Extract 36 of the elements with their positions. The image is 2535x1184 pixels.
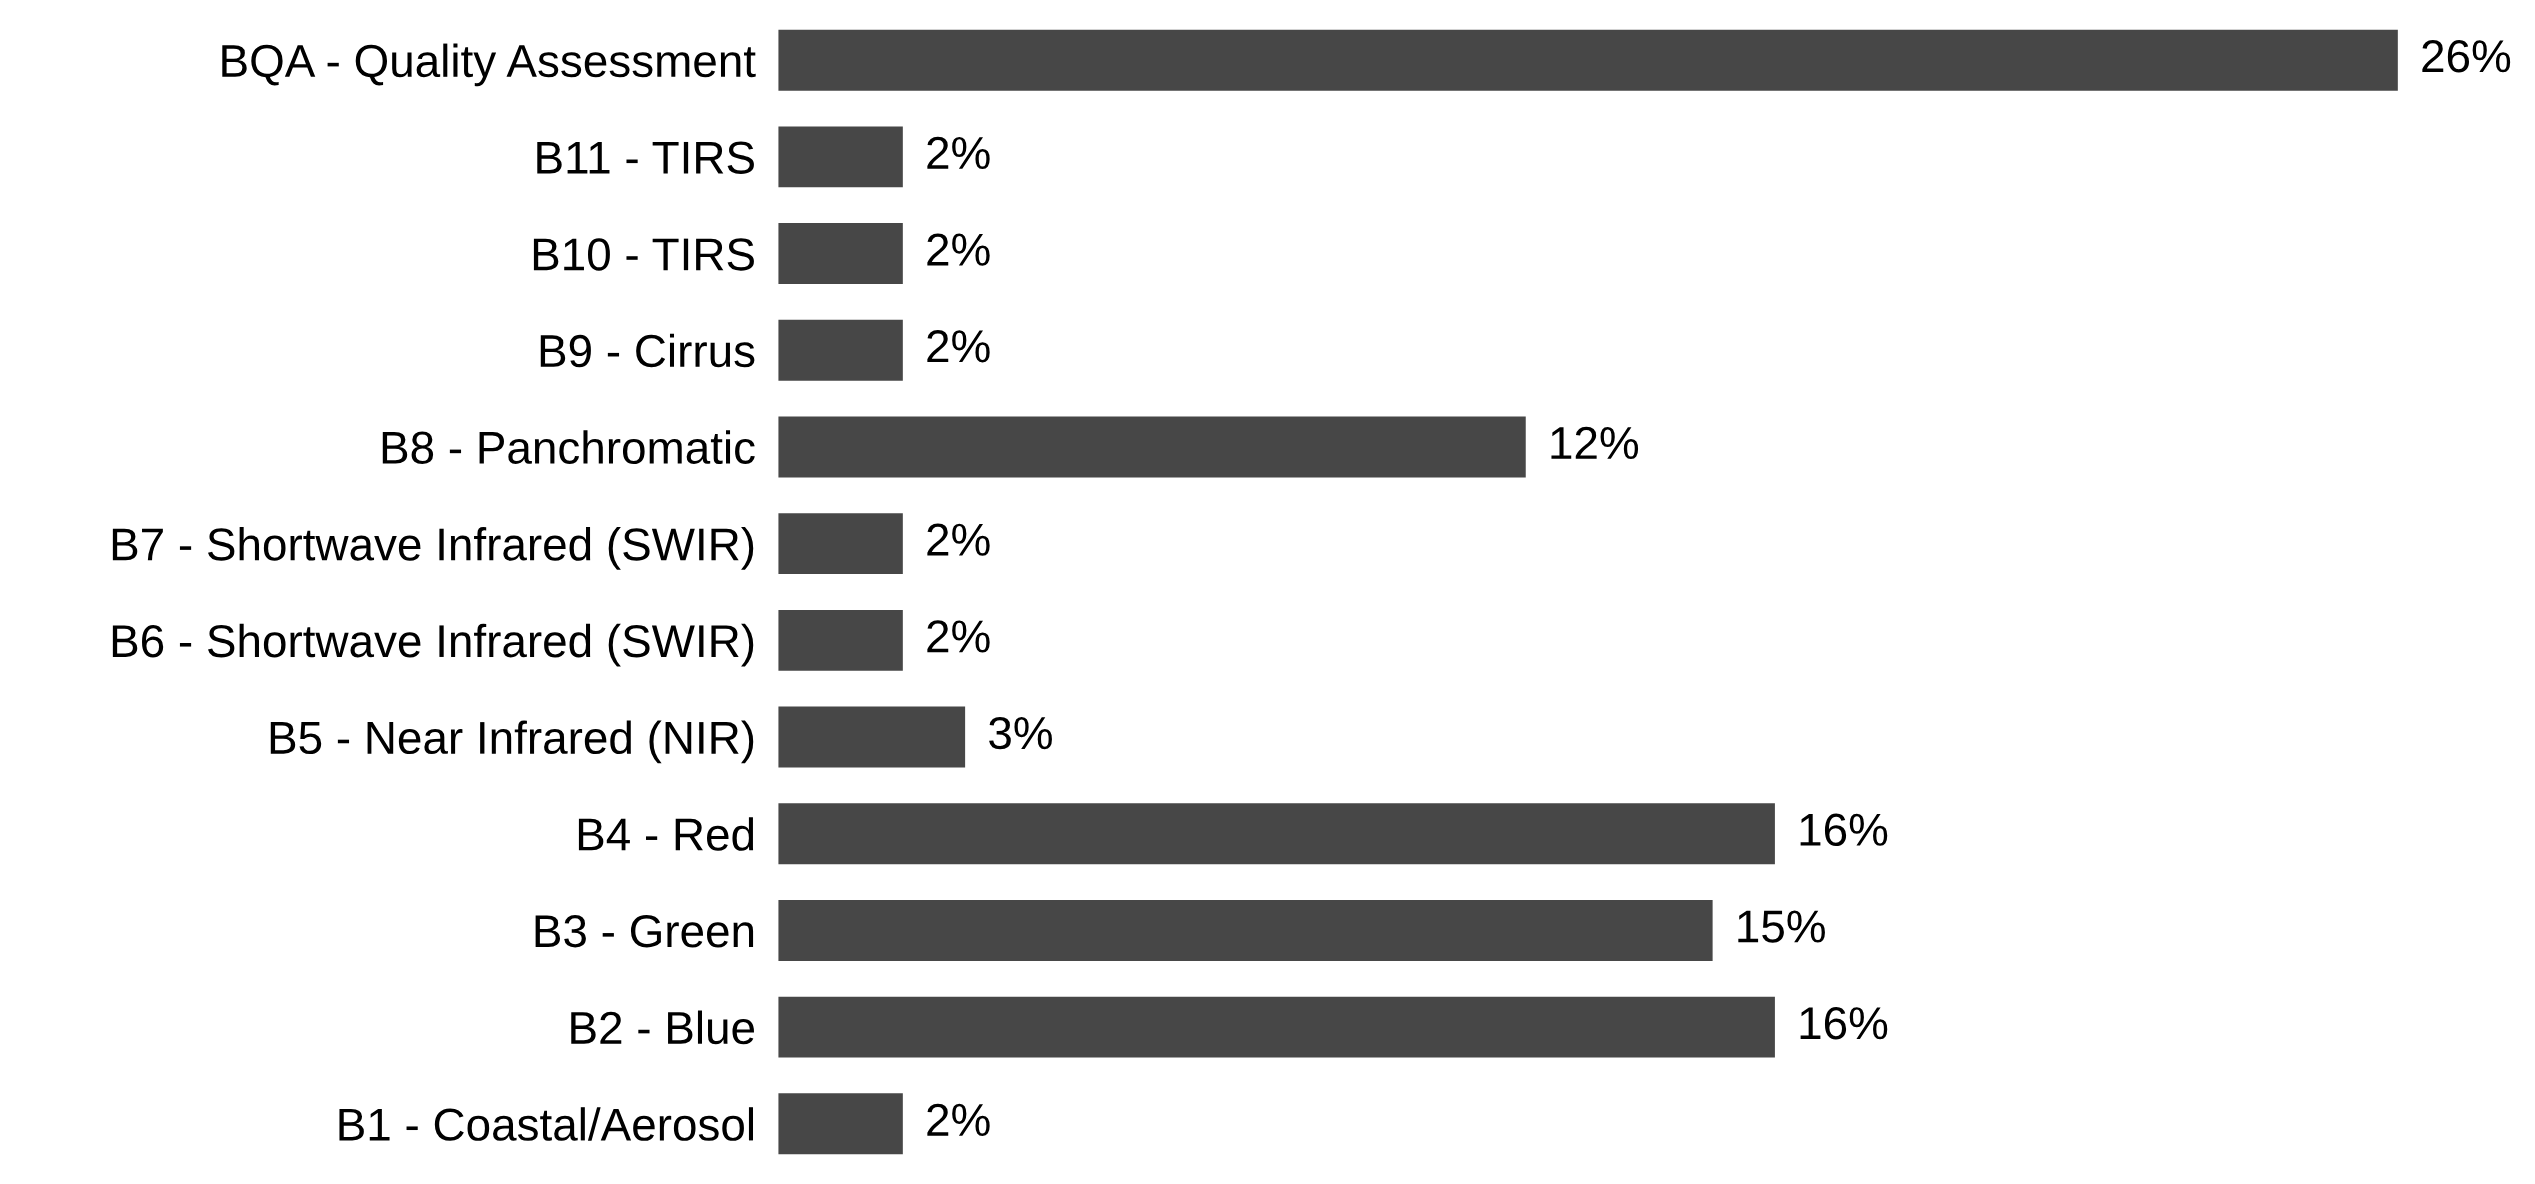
bar [778,319,903,381]
bar [778,706,966,768]
data-label: 12% [1551,426,1639,460]
data-label: 26% [2422,40,2511,73]
bar [778,803,1775,865]
data-label: 15% [1738,910,1825,943]
bar [778,416,1526,478]
bar [778,1093,903,1155]
data-label: 2% [927,136,990,169]
bar [778,609,903,671]
data-label: 2% [927,523,990,556]
y-tick-label: B3 - Green [535,915,754,948]
y-tick-label: B9 - Cirrus [540,333,755,368]
data-label: 2% [927,1103,990,1136]
bar [778,996,1775,1058]
y-tick-label: B8 - Panchromatic [382,430,755,465]
y-tick-label: B2 - Blue [571,1010,754,1045]
data-label: 3% [989,716,1052,750]
data-label: 2% [927,330,990,363]
data-label: 16% [1800,1006,1888,1040]
bar [778,29,2398,91]
y-tick-label: B7 - Shortwave Infrared (SWIR) [112,527,754,570]
bar [778,513,903,575]
y-tick-label: B1 - Coastal/Aerosol [339,1107,753,1141]
y-tick-label: B6 - Shortwave Infrared (SWIR) [112,623,754,667]
data-label: 2% [927,233,990,266]
bar [778,126,903,188]
y-tick-label: B10 - TIRS [533,238,754,271]
y-tick-label: BQA - Quality Assessment [222,43,756,87]
bar [778,223,903,285]
data-label: 16% [1800,813,1888,847]
bar [778,899,1713,961]
y-tick-label: B11 - TIRS [537,141,754,174]
data-label: 2% [927,620,990,653]
y-tick-label: B5 - Near Infrared (NIR) [270,720,754,764]
y-tick-label: B4 - Red [578,817,754,851]
